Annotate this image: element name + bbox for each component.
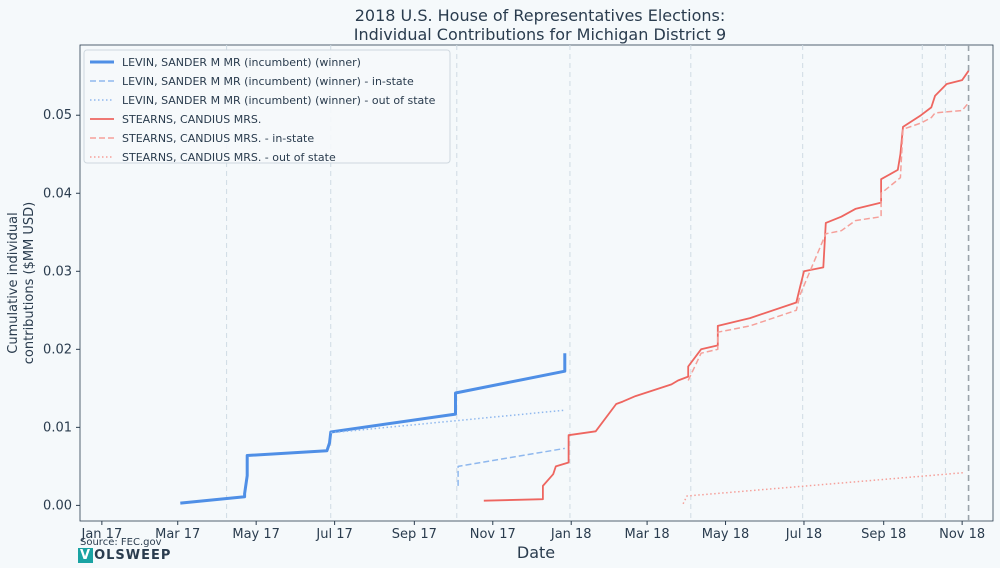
x-tick-label: Mar 18 — [624, 527, 669, 542]
x-tick-label: Nov 18 — [939, 527, 985, 542]
brand-logo-text: OLSWEEP — [94, 548, 172, 563]
y-axis-label-line2: contributions ($MM USD) — [22, 202, 37, 364]
y-tick-label: 0.00 — [43, 498, 72, 513]
series-line-2 — [457, 447, 565, 486]
series-line-6 — [682, 471, 965, 505]
y-tick-label: 0.03 — [43, 264, 72, 279]
x-axis-label: Date — [517, 543, 555, 562]
legend: LEVIN, SANDER M MR (incumbent) (winner) L… — [83, 49, 451, 164]
source-note: Source: FEC.gov — [80, 537, 162, 548]
x-tick-label: May 17 — [232, 527, 280, 542]
series-line-5 — [687, 102, 970, 381]
brand-logo-mark: V — [78, 548, 94, 563]
series-line-1 — [180, 353, 567, 505]
legend-entries: LEVIN, SANDER M MR (incumbent) (winner) L… — [90, 56, 436, 164]
x-axis: Jan 17 Mar 17 May 17 Jul 17 Sep 17 Nov 17 Jan … — [81, 521, 985, 542]
x-tick-label: May 18 — [702, 527, 750, 542]
x-tick-label: Jan 17 — [81, 527, 123, 542]
x-tick-label: Sep 18 — [861, 527, 906, 542]
x-tick-label: Jul 18 — [785, 527, 822, 542]
y-axis: 0.00 0.01 0.02 0.03 0.04 0.05 — [43, 108, 80, 513]
y-tick-label: 0.02 — [43, 342, 72, 357]
legend-label-1: LEVIN, SANDER M MR (incumbent) (winner) — [122, 56, 361, 69]
x-tick-label: Mar 17 — [155, 527, 200, 542]
x-tick-label: Jul 17 — [315, 527, 352, 542]
chart-title: 2018 U.S. House of Representatives Elect… — [355, 6, 726, 25]
legend-label-3: LEVIN, SANDER M MR (incumbent) (winner) … — [122, 94, 436, 107]
chart-subtitle: Individual Contributions for Michigan Di… — [354, 25, 726, 44]
legend-label-6: STEARNS, CANDIUS MRS. - out of state — [122, 151, 336, 164]
y-tick-label: 0.01 — [43, 420, 72, 435]
x-tick-label: Jan 18 — [550, 527, 592, 542]
y-tick-label: 0.04 — [43, 186, 72, 201]
y-axis-label-line1: Cumulative individual — [6, 212, 21, 353]
legend-label-4: STEARNS, CANDIUS MRS. — [122, 113, 261, 126]
brand-logo: V OLSWEEP — [78, 548, 171, 563]
legend-label-2: LEVIN, SANDER M MR (incumbent) (winner) … — [122, 75, 414, 88]
x-tick-label: Sep 17 — [392, 527, 437, 542]
legend-label-5: STEARNS, CANDIUS MRS. - in-state — [122, 132, 314, 145]
series-line-4 — [483, 70, 970, 502]
x-tick-label: Nov 17 — [470, 527, 516, 542]
series-layer — [180, 70, 970, 505]
legend-box — [83, 49, 451, 164]
y-tick-label: 0.05 — [43, 108, 72, 123]
